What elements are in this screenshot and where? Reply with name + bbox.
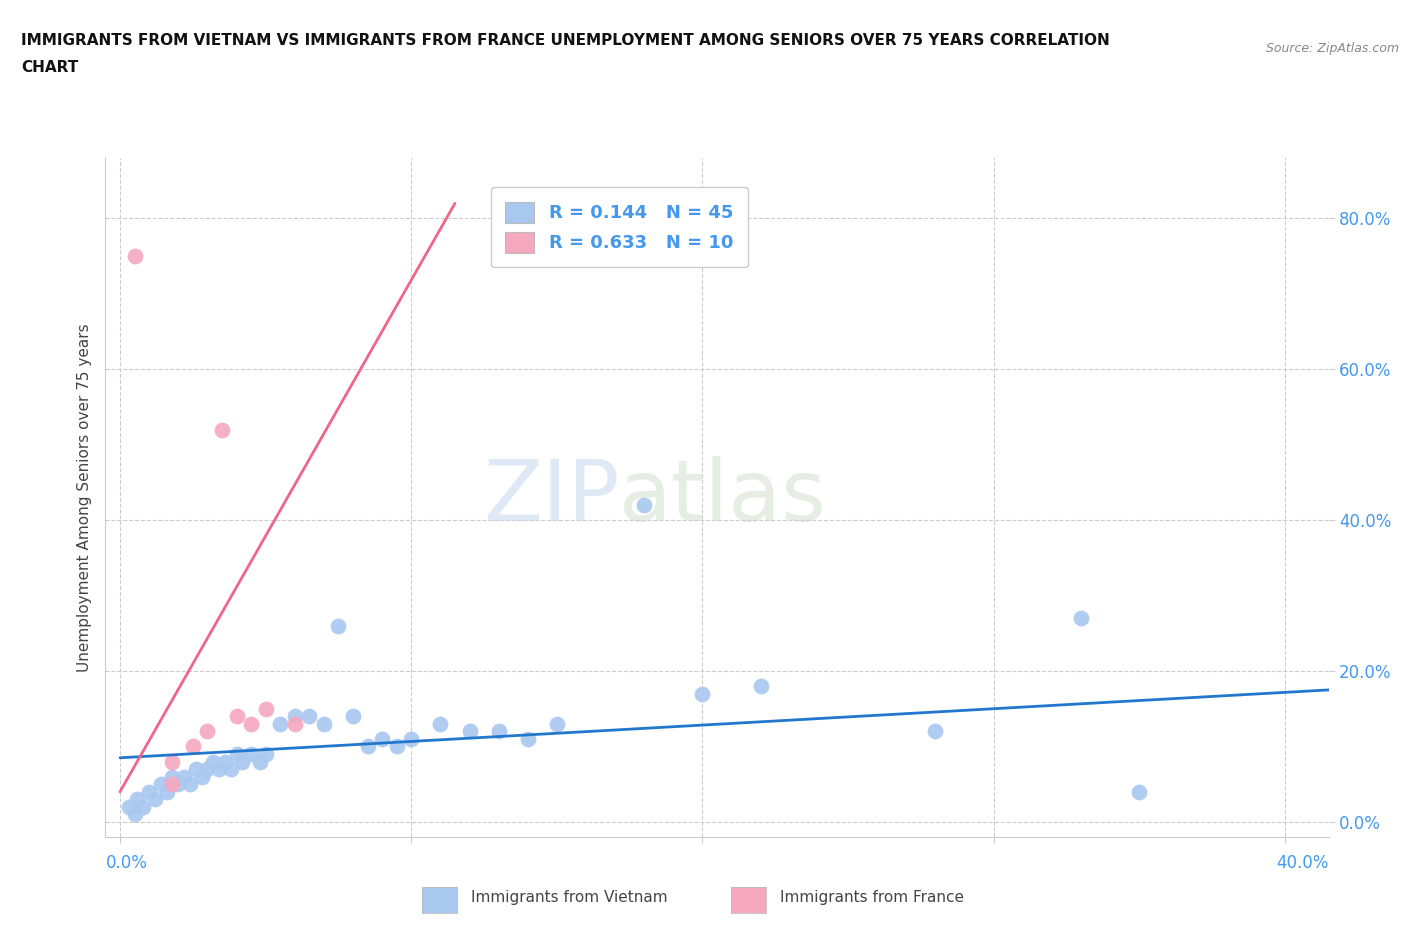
Text: 40.0%: 40.0% — [1277, 854, 1329, 871]
Y-axis label: Unemployment Among Seniors over 75 years: Unemployment Among Seniors over 75 years — [76, 324, 91, 671]
Point — [488, 724, 510, 738]
Point — [692, 686, 714, 701]
Point — [385, 739, 408, 754]
Point — [269, 716, 291, 731]
Point — [143, 791, 166, 806]
Text: Immigrants from Vietnam: Immigrants from Vietnam — [471, 890, 668, 905]
Point — [173, 769, 195, 784]
Point — [254, 747, 277, 762]
Point — [225, 709, 247, 724]
Point — [342, 709, 364, 724]
Point — [208, 762, 231, 777]
Point — [516, 732, 538, 747]
Point — [179, 777, 201, 791]
Point — [254, 701, 277, 716]
Point — [124, 248, 146, 263]
Point — [1128, 784, 1150, 799]
Point — [429, 716, 451, 731]
Point — [401, 732, 423, 747]
Point — [124, 807, 146, 822]
Point — [225, 747, 247, 762]
Point — [190, 769, 212, 784]
Point — [211, 422, 233, 437]
Point — [219, 762, 242, 777]
Point — [328, 618, 350, 633]
Text: ZIP: ZIP — [482, 456, 619, 539]
Point — [202, 754, 225, 769]
Point — [167, 777, 190, 791]
Point — [138, 784, 160, 799]
Point — [149, 777, 172, 791]
Point — [195, 762, 219, 777]
Point — [458, 724, 481, 738]
Text: IMMIGRANTS FROM VIETNAM VS IMMIGRANTS FROM FRANCE UNEMPLOYMENT AMONG SENIORS OVE: IMMIGRANTS FROM VIETNAM VS IMMIGRANTS FR… — [21, 33, 1109, 47]
Point — [195, 724, 219, 738]
Point — [162, 769, 184, 784]
Point — [184, 762, 207, 777]
Point — [1070, 611, 1092, 626]
Text: 0.0%: 0.0% — [105, 854, 148, 871]
Text: atlas: atlas — [619, 456, 827, 539]
Point — [214, 754, 236, 769]
Point — [546, 716, 568, 731]
Point — [356, 739, 378, 754]
Point — [155, 784, 177, 799]
Text: Immigrants from France: Immigrants from France — [780, 890, 965, 905]
Point — [312, 716, 335, 731]
Point — [249, 754, 271, 769]
Point — [231, 754, 253, 769]
Point — [240, 747, 263, 762]
Point — [118, 800, 141, 815]
Point — [284, 716, 307, 731]
Point — [132, 800, 155, 815]
Legend: R = 0.144   N = 45, R = 0.633   N = 10: R = 0.144 N = 45, R = 0.633 N = 10 — [491, 188, 748, 267]
Point — [240, 716, 263, 731]
Point — [371, 732, 394, 747]
Point — [127, 791, 149, 806]
Point — [162, 754, 184, 769]
Point — [298, 709, 321, 724]
Point — [162, 777, 184, 791]
Point — [749, 679, 772, 694]
Point — [181, 739, 204, 754]
Point — [633, 498, 655, 512]
Point — [284, 709, 307, 724]
Point — [924, 724, 946, 738]
Text: Source: ZipAtlas.com: Source: ZipAtlas.com — [1265, 42, 1399, 55]
Text: CHART: CHART — [21, 60, 79, 75]
